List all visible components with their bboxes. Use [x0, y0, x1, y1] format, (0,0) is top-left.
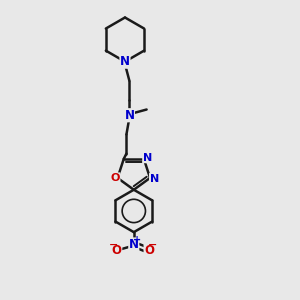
- Text: O: O: [110, 173, 120, 183]
- Text: N: N: [124, 109, 134, 122]
- Text: O: O: [112, 244, 122, 257]
- Text: N: N: [143, 153, 152, 163]
- Text: −: −: [148, 240, 157, 250]
- Text: N: N: [149, 173, 159, 184]
- Text: −: −: [109, 240, 118, 250]
- Text: O: O: [144, 244, 154, 257]
- Text: N: N: [120, 55, 130, 68]
- Text: +: +: [133, 235, 141, 245]
- Text: N: N: [129, 238, 139, 251]
